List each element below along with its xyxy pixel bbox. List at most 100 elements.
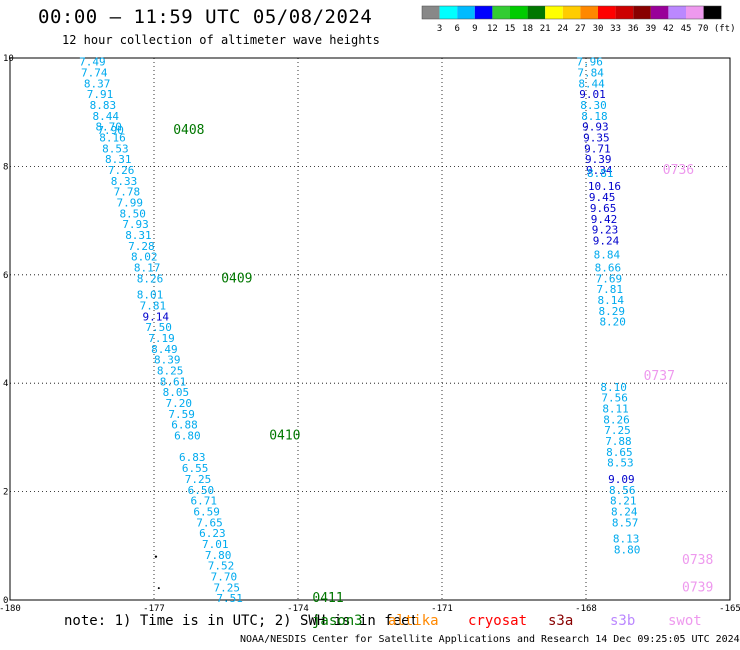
swh-label: 6.80 bbox=[174, 430, 201, 443]
swh-label: 8.56 bbox=[609, 484, 636, 497]
swh-label: 8.26 bbox=[137, 272, 164, 285]
swh-label: 8.21 bbox=[610, 495, 637, 508]
legend-label: 6 bbox=[454, 24, 459, 34]
swh-label: 7.93 bbox=[122, 218, 149, 231]
legend-swatch bbox=[457, 6, 475, 19]
swh-label: 7.25 bbox=[214, 581, 241, 594]
swh-label: 7.78 bbox=[114, 186, 140, 199]
swh-label: 9.71 bbox=[584, 142, 611, 155]
satellite-name: altika bbox=[388, 613, 439, 629]
swh-label: 7.65 bbox=[196, 516, 223, 529]
swh-label: 8.37 bbox=[84, 77, 111, 90]
legend-label: 70 (ft) bbox=[698, 24, 736, 34]
swh-label: 9.34 bbox=[586, 164, 613, 177]
y-tick-label: 4 bbox=[3, 379, 8, 389]
swh-label: 6.59 bbox=[193, 505, 220, 518]
satellite-name: cryosat bbox=[468, 613, 527, 629]
swh-label: 7.70 bbox=[211, 570, 238, 583]
swh-label: 8.11 bbox=[602, 402, 629, 415]
swh-label: 8.49 bbox=[151, 343, 178, 356]
time-label: 0736 bbox=[663, 163, 694, 178]
swh-label: 8.20 bbox=[599, 316, 626, 329]
legend-swatch bbox=[633, 6, 651, 19]
time-label: 0409 bbox=[221, 271, 252, 286]
x-tick-label: -180 bbox=[0, 604, 21, 614]
swh-label: 8.80 bbox=[614, 543, 641, 556]
swh-label: 8.84 bbox=[594, 249, 621, 262]
swh-label: 8.61 bbox=[160, 375, 187, 388]
legend-swatch bbox=[439, 6, 458, 19]
swh-label: 7.51 bbox=[216, 592, 243, 605]
swh-label: 7.88 bbox=[605, 435, 632, 448]
swh-label: 8.25 bbox=[157, 365, 184, 378]
swh-label: 9.65 bbox=[590, 202, 617, 215]
legend-swatch bbox=[615, 6, 634, 19]
swh-label: 9.23 bbox=[592, 224, 619, 237]
swh-label: 7.96 bbox=[576, 56, 603, 69]
time-label: 0737 bbox=[644, 369, 675, 384]
legend-swatch bbox=[598, 6, 616, 19]
x-tick-label: -174 bbox=[287, 604, 309, 614]
swh-label: 7.01 bbox=[202, 538, 229, 551]
x-tick-label: -171 bbox=[431, 604, 453, 614]
swh-label: 8.26 bbox=[603, 413, 630, 426]
legend-label: 15 bbox=[505, 24, 516, 34]
chart-subtitle: 12 hour collection of altimeter wave hei… bbox=[62, 33, 380, 47]
swh-label: 9.45 bbox=[589, 191, 616, 204]
legend-swatch bbox=[545, 6, 563, 19]
legend-label: 24 bbox=[557, 24, 568, 34]
swh-label: 7.26 bbox=[108, 164, 135, 177]
legend-label: 27 bbox=[575, 24, 586, 34]
x-tick-label: -168 bbox=[575, 604, 597, 614]
legend-swatch bbox=[650, 6, 669, 19]
swh-label: 7.81 bbox=[597, 283, 624, 296]
legend-swatch bbox=[562, 6, 581, 19]
swh-label: 8.01 bbox=[137, 289, 164, 302]
swh-label: 6.83 bbox=[179, 451, 206, 464]
y-tick-label: 6 bbox=[3, 271, 8, 281]
swh-label: 8.53 bbox=[102, 142, 129, 155]
time-label: 0739 bbox=[682, 580, 713, 595]
swh-label: 8.81 bbox=[587, 167, 614, 180]
swh-label: 7.80 bbox=[205, 549, 232, 562]
legend-label: 45 bbox=[681, 24, 692, 34]
swh-label: 8.44 bbox=[578, 77, 605, 90]
swh-label: 7.84 bbox=[577, 66, 604, 79]
swh-label: 8.57 bbox=[612, 516, 639, 529]
swh-label: 6.55 bbox=[182, 462, 209, 475]
swh-label: 9.09 bbox=[608, 473, 635, 486]
swh-label: 7.25 bbox=[604, 424, 631, 437]
swh-label: 8.24 bbox=[611, 505, 638, 518]
swh-label: 8.65 bbox=[606, 446, 633, 459]
time-label: 0408 bbox=[173, 123, 204, 138]
legend-label: 36 bbox=[628, 24, 639, 34]
footer-credit: NOAA/NESDIS Center for Satellite Applica… bbox=[240, 634, 740, 645]
legend-swatch bbox=[580, 6, 598, 19]
plot-frame bbox=[9, 57, 731, 601]
satellite-name: s3a bbox=[548, 613, 573, 629]
legend-swatch bbox=[422, 6, 440, 19]
swh-label: 7.69 bbox=[596, 272, 623, 285]
time-label: 0410 bbox=[269, 429, 300, 444]
legend-label: 21 bbox=[540, 24, 551, 34]
stray-dot bbox=[157, 587, 160, 590]
swh-label: 8.10 bbox=[600, 381, 627, 394]
y-tick-label: 8 bbox=[3, 162, 8, 172]
swh-label: 7.99 bbox=[117, 197, 144, 210]
swh-label: 8.14 bbox=[598, 294, 625, 307]
swh-label: 9.01 bbox=[579, 88, 606, 101]
color-legend: 3 6 9 12 15 18 21 24 27 30 33 36 39 42 45 70 (ft) bbox=[421, 5, 736, 34]
swh-label: 8.29 bbox=[598, 305, 625, 318]
satellite-name: s3b bbox=[610, 613, 635, 629]
y-tick-label: 10 bbox=[3, 54, 14, 64]
swh-label: 8.16 bbox=[99, 131, 126, 144]
swh-label: 8.02 bbox=[131, 251, 158, 264]
swh-label: 8.13 bbox=[613, 533, 640, 546]
swh-label: 7.59 bbox=[168, 408, 195, 421]
satellite-legend: note: 1) Time is in UTC; 2) SWH is in fe… bbox=[64, 613, 702, 629]
legend-label: 18 bbox=[522, 24, 533, 34]
swh-label: 7.74 bbox=[81, 66, 108, 79]
swh-label: 7.56 bbox=[601, 392, 628, 405]
